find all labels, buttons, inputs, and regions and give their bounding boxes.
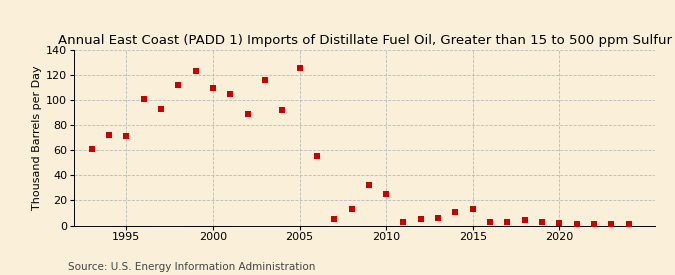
Point [242,111,253,116]
Point [277,108,288,112]
Title: Annual East Coast (PADD 1) Imports of Distillate Fuel Oil, Greater than 15 to 50: Annual East Coast (PADD 1) Imports of Di… [57,34,672,47]
Point [571,222,582,226]
Point [207,86,218,91]
Point [173,82,184,87]
Point [415,217,426,221]
Point [467,207,478,211]
Point [398,219,409,224]
Point [259,78,270,82]
Point [225,91,236,96]
Point [190,69,201,73]
Text: Source: U.S. Energy Information Administration: Source: U.S. Energy Information Administ… [68,262,315,272]
Point [485,219,495,224]
Point [554,221,565,225]
Point [86,147,97,151]
Point [121,134,132,138]
Point [589,222,599,226]
Point [311,154,322,159]
Point [537,219,547,224]
Point [519,218,530,223]
Point [155,106,166,111]
Point [329,217,340,221]
Point [433,216,443,220]
Point [606,222,617,226]
Point [103,133,114,137]
Point [623,222,634,226]
Y-axis label: Thousand Barrels per Day: Thousand Barrels per Day [32,65,42,210]
Point [502,219,513,224]
Point [381,192,392,196]
Point [346,207,357,211]
Point [294,66,305,71]
Point [450,210,461,214]
Point [138,96,149,101]
Point [363,183,374,188]
